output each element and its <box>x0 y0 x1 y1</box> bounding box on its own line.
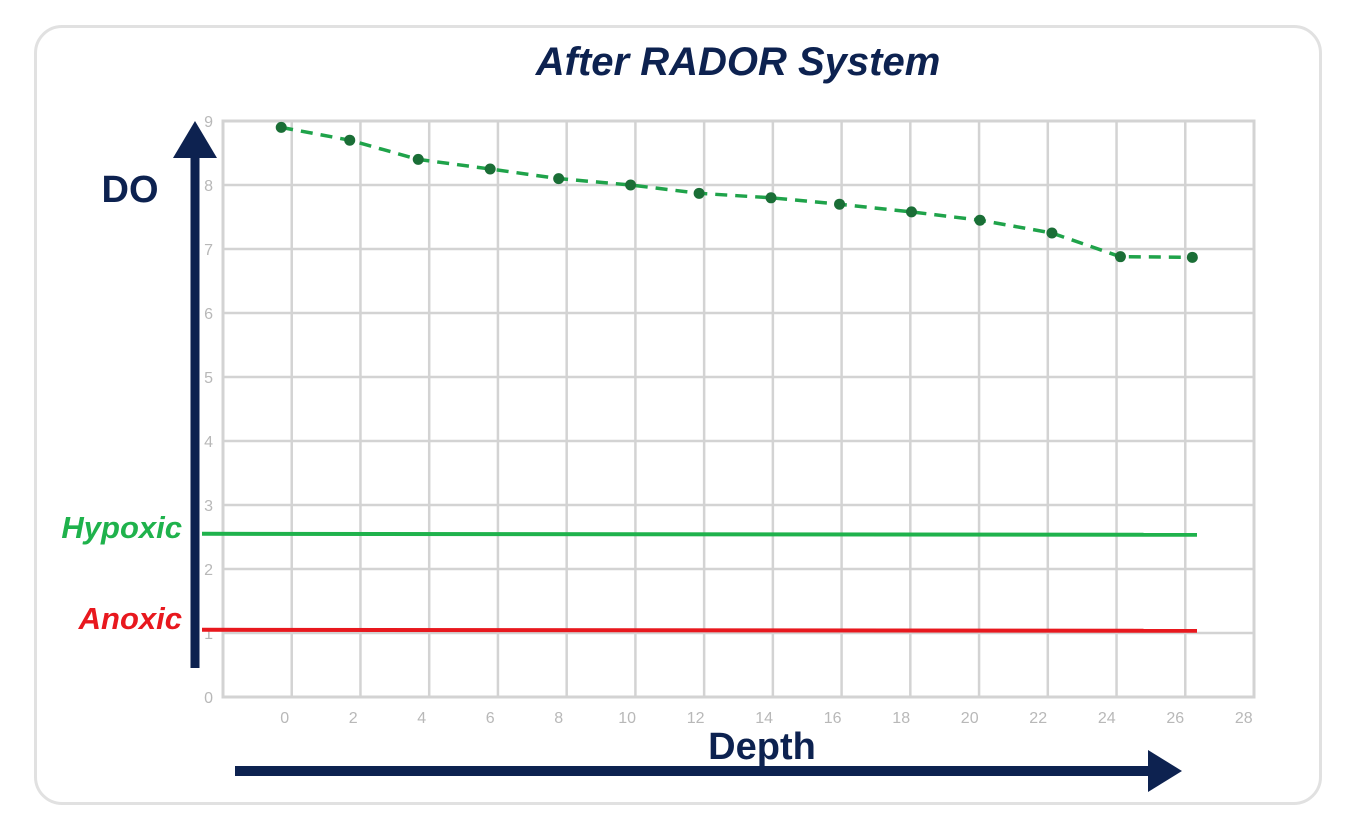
x-tick-label: 14 <box>755 710 773 727</box>
y-tick-labels: 0 1 2 3 4 5 6 7 8 9 <box>204 114 213 707</box>
data-point <box>344 134 356 146</box>
x-tick-label: 12 <box>687 710 705 727</box>
x-tick-label: 6 <box>486 710 495 727</box>
x-tick-label: 20 <box>961 710 979 727</box>
x-tick-label: 18 <box>892 710 910 727</box>
data-point <box>1114 251 1126 263</box>
x-axis-label: Depth <box>708 726 816 768</box>
y-tick-label: 6 <box>204 306 213 323</box>
reference-line-hypoxic <box>201 531 1198 537</box>
data-point <box>275 121 287 133</box>
data-point <box>484 163 496 175</box>
y-tick-label: 7 <box>204 242 213 259</box>
hypoxic-label: Hypoxic <box>61 510 182 545</box>
y-tick-label: 4 <box>204 434 213 451</box>
x-tick-label: 28 <box>1235 710 1253 727</box>
y-tick-label: 5 <box>204 370 213 387</box>
x-tick-label: 26 <box>1166 710 1184 727</box>
y-tick-label: 1 <box>204 626 213 643</box>
data-point <box>1186 251 1198 263</box>
x-tick-label: 4 <box>417 710 426 727</box>
grid <box>221 119 1256 699</box>
y-tick-label: 9 <box>204 114 213 131</box>
data-point <box>1046 227 1058 239</box>
plot-frame <box>221 119 1256 699</box>
data-point <box>553 173 565 185</box>
reference-lines <box>201 531 1198 633</box>
chart-title: After RADOR System <box>535 40 941 84</box>
anoxic-label: Anoxic <box>78 601 182 636</box>
y-axis-arrowhead <box>173 121 217 158</box>
chart-card <box>34 25 1322 805</box>
data-point <box>765 192 777 204</box>
y-tick-label: 2 <box>204 562 213 579</box>
x-tick-label: 8 <box>554 710 563 727</box>
series-line <box>280 125 1193 260</box>
x-axis-arrowhead <box>1148 750 1182 792</box>
x-tick-label: 10 <box>618 710 636 727</box>
y-tick-label: 0 <box>204 690 213 707</box>
data-point <box>834 198 846 210</box>
y-tick-label: 8 <box>204 178 213 195</box>
y-axis-label: DO <box>102 169 159 211</box>
data-point <box>625 179 637 191</box>
data-point <box>905 206 917 218</box>
data-point <box>412 153 424 165</box>
x-tick-labels: 0 2 4 6 8 10 12 14 16 18 20 22 24 26 28 <box>280 710 1253 727</box>
x-tick-label: 16 <box>824 710 842 727</box>
y-tick-label: 3 <box>204 498 213 515</box>
x-tick-label: 2 <box>349 710 358 727</box>
x-tick-label: 0 <box>280 710 289 727</box>
x-tick-label: 24 <box>1098 710 1116 727</box>
axis-arrows <box>173 121 1182 792</box>
series-layer <box>275 121 1198 263</box>
x-tick-label: 22 <box>1029 710 1047 727</box>
data-point <box>974 214 986 226</box>
reference-line-anoxic <box>201 627 1198 633</box>
data-point <box>693 187 705 199</box>
